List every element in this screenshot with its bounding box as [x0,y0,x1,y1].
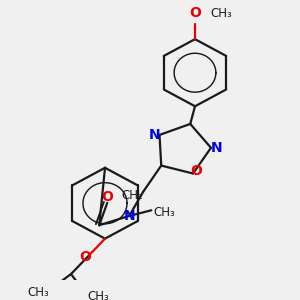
Text: N: N [211,141,222,155]
Text: CH₃: CH₃ [210,7,232,20]
Text: O: O [190,164,202,178]
Text: O: O [189,6,201,20]
Text: CH₃: CH₃ [87,290,109,300]
Text: N: N [123,209,135,223]
Text: O: O [101,190,113,204]
Text: CH₃: CH₃ [153,206,175,219]
Text: CH₂: CH₂ [122,189,143,202]
Text: CH₃: CH₃ [27,286,49,299]
Text: O: O [79,250,91,264]
Text: N: N [148,128,160,142]
